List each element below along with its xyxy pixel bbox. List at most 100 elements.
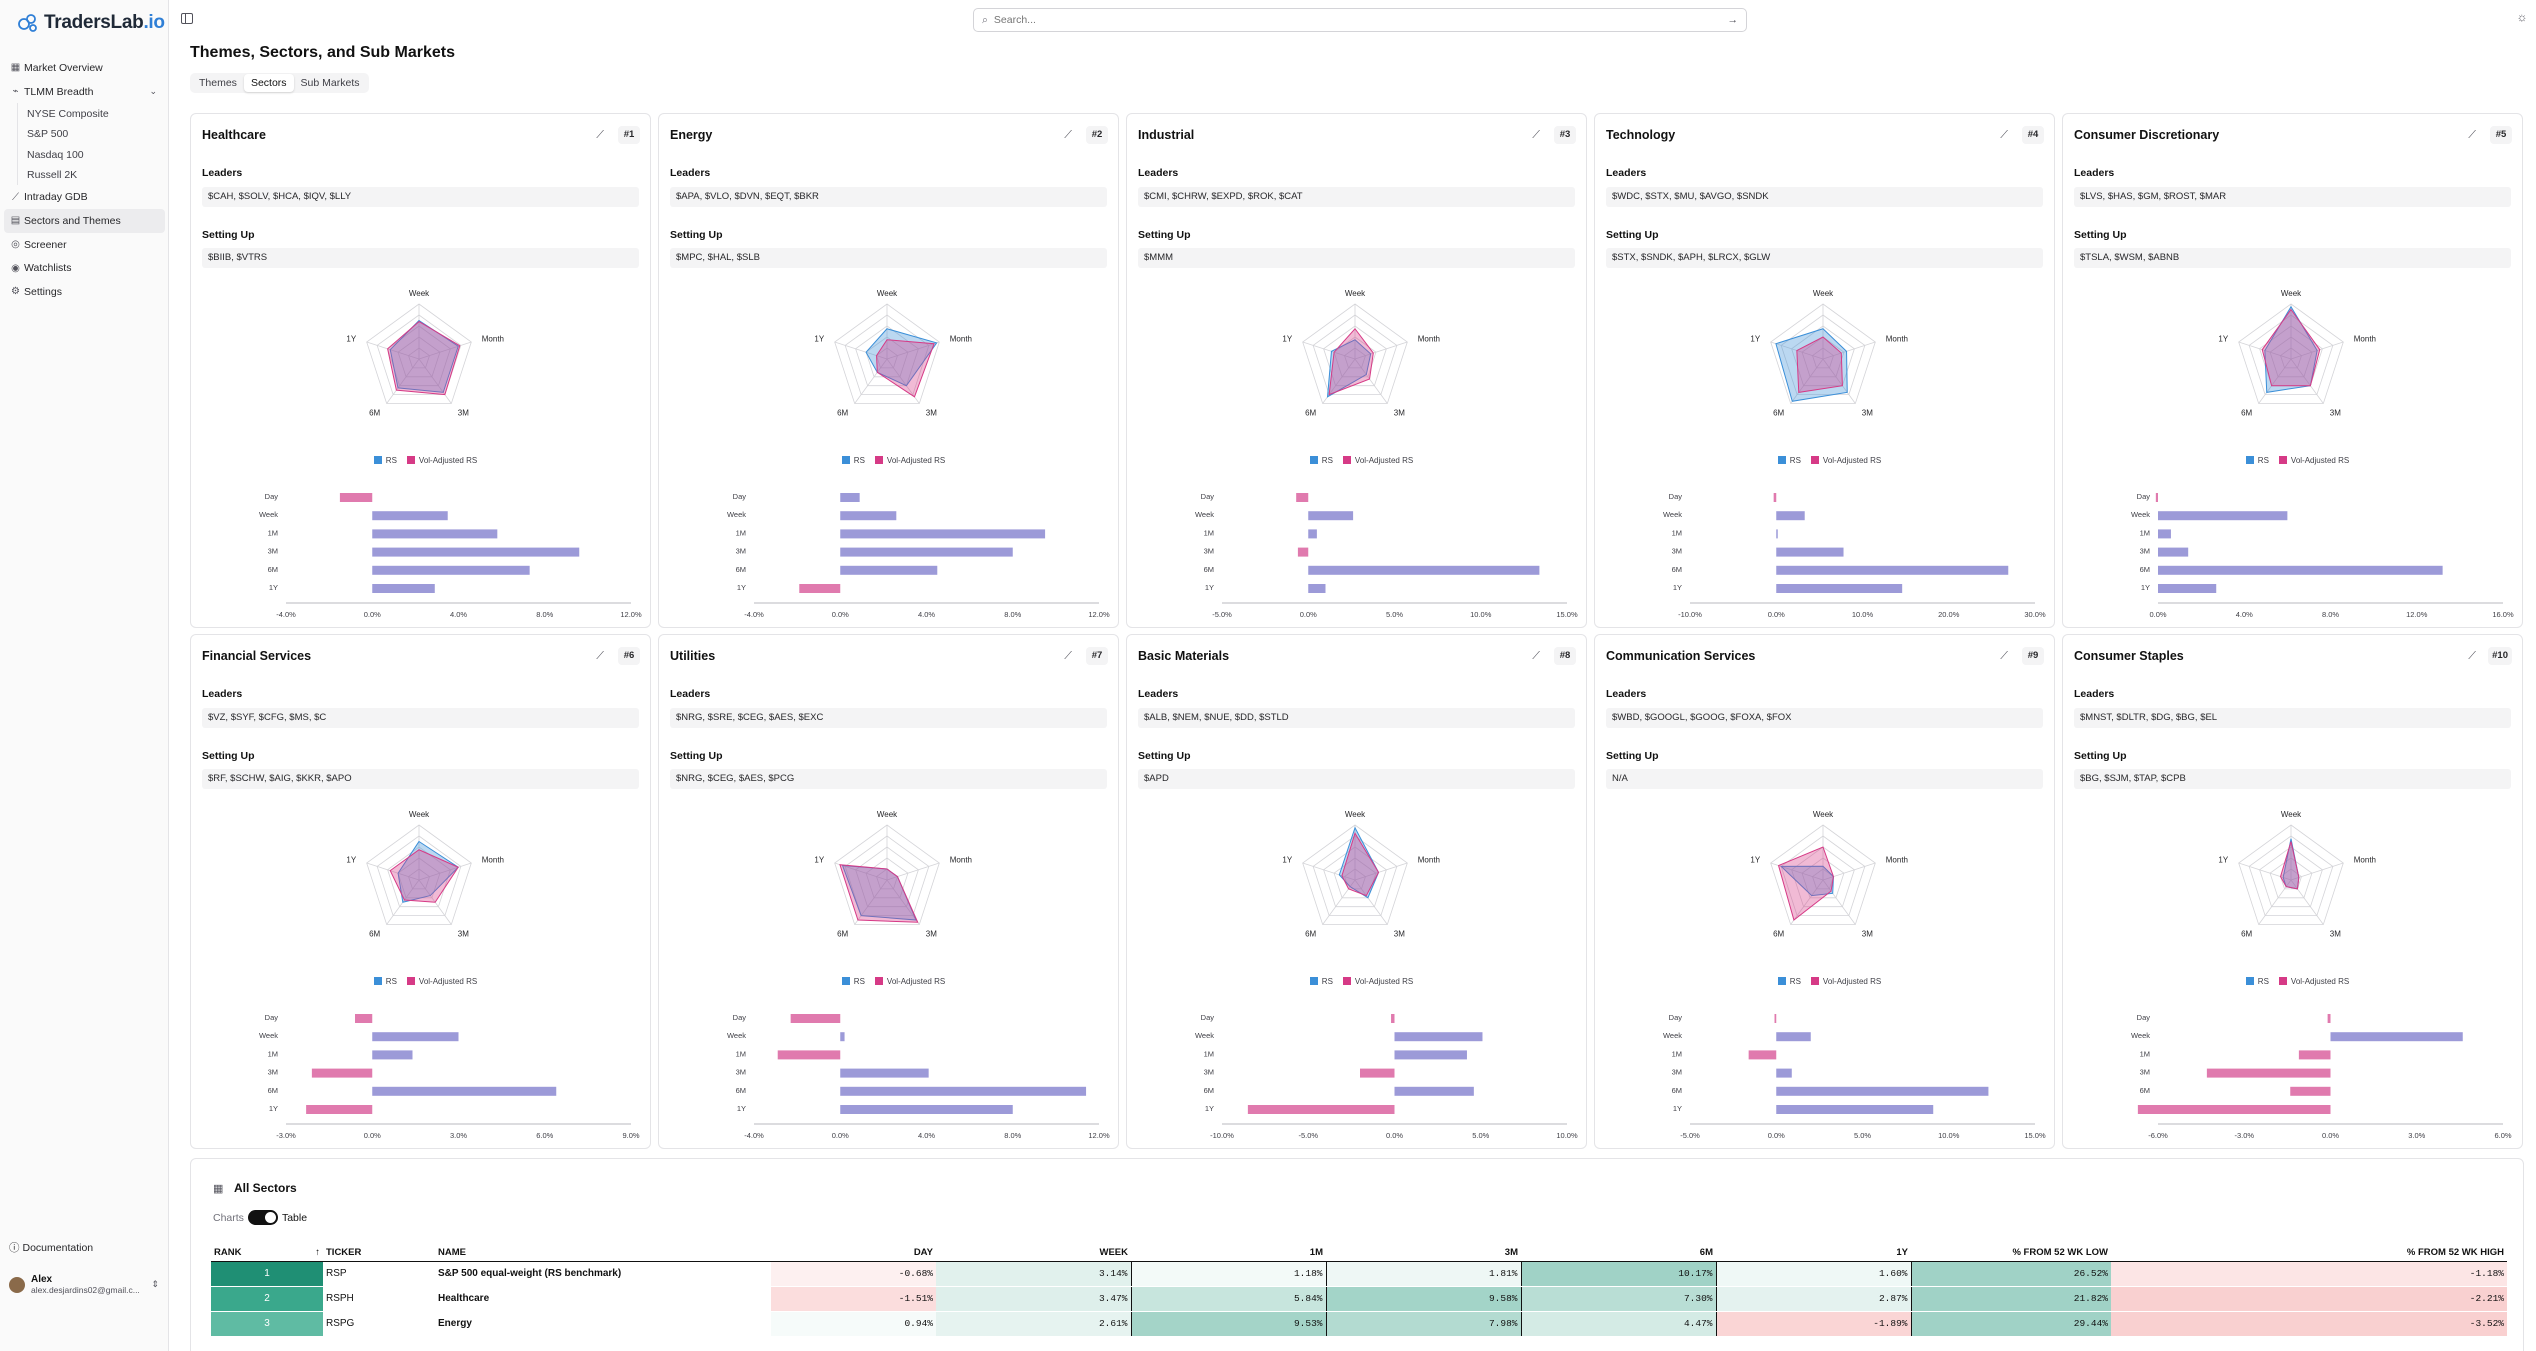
radar-axis-label: Week xyxy=(1345,810,1366,819)
col-1m[interactable]: 1M xyxy=(1131,1245,1326,1262)
bar-row-label: Week xyxy=(259,1031,278,1040)
setting-up-tickers: $MMM xyxy=(1138,248,1575,268)
app-logo[interactable]: TradersLab.io xyxy=(17,12,165,34)
x-tick-label: 3.0% xyxy=(450,1131,467,1140)
sidebar-item-watchlists[interactable]: ◉ Watchlists xyxy=(0,256,169,280)
bar-row-label: 6M xyxy=(268,565,278,574)
col-name[interactable]: NAME xyxy=(435,1245,771,1262)
help-icon: ⓘ xyxy=(9,1242,20,1254)
cell-m6: 7.30% xyxy=(1520,1286,1716,1312)
legend-rs-swatch xyxy=(373,456,382,464)
radar-axis-label: 3M xyxy=(926,929,937,938)
chart-icon[interactable]: ⟋ xyxy=(596,129,604,141)
bar-1m xyxy=(777,1050,841,1060)
x-tick-label: 15.0% xyxy=(1556,610,1578,619)
col-3m[interactable]: 3M xyxy=(1326,1245,1521,1262)
rank-badge: #1 xyxy=(618,126,640,144)
chart-icon[interactable]: ⟋ xyxy=(2468,650,2476,662)
col-from-52wk-high[interactable]: % FROM 52 WK HIGH xyxy=(2111,1245,2507,1262)
sidebar-subitem-russell2k[interactable]: Russell 2K xyxy=(27,169,78,182)
radar-series-vol-adjusted xyxy=(2279,841,2300,890)
radar-spoke xyxy=(1790,879,1824,925)
bar-1m xyxy=(1748,1050,1777,1060)
radar-axis-label: Week xyxy=(1813,289,1834,298)
radar-axis-label: Month xyxy=(482,856,504,865)
bar-1y xyxy=(306,1105,373,1114)
col-1y[interactable]: 1Y xyxy=(1716,1245,1911,1262)
col-from-52wk-low[interactable]: % FROM 52 WK LOW xyxy=(1911,1245,2111,1262)
search-box[interactable]: ⌕ → xyxy=(973,8,1747,32)
sidebar-toggle-icon[interactable] xyxy=(181,13,193,24)
radar-chart: Week Month 3M 6M 1Y xyxy=(1282,810,1440,938)
sector-card: Communication Services ⟋ #9 Leaders $WBD, $G… xyxy=(1594,634,2055,1149)
chart-line-icon: ⟋ xyxy=(12,191,19,203)
col-6m[interactable]: 6M xyxy=(1521,1245,1716,1262)
radar-series-rs xyxy=(2264,305,2318,393)
sidebar-item-market-overview[interactable]: ▦ Market Overview xyxy=(10,61,103,74)
sidebar-nav: ▦ Market Overview ⌁ TLMM Breadth ⌄ NYSE Com… xyxy=(0,56,169,304)
cell-m3: 7.98% xyxy=(1325,1311,1521,1337)
chart-icon[interactable]: ⟋ xyxy=(596,650,604,662)
radar-grid-ring xyxy=(876,347,898,369)
tab-sectors[interactable]: Sectors xyxy=(243,74,294,92)
chart-icon[interactable]: ⟋ xyxy=(2000,129,2008,141)
radar-spoke xyxy=(2258,358,2292,404)
sector-name: Utilities xyxy=(670,649,716,663)
radar-grid-ring xyxy=(376,835,462,916)
legend-vol-swatch xyxy=(874,977,883,985)
table-row[interactable]: 1 RSP S&P 500 equal-weight (RS benchmark) -… xyxy=(211,1261,2507,1287)
chart-icon[interactable]: ⟋ xyxy=(1532,650,1540,662)
x-tick-label: 0.0% xyxy=(364,610,381,619)
chart-icon[interactable]: ⟋ xyxy=(1064,129,1072,141)
radar-grid-ring xyxy=(2269,336,2313,378)
col-week[interactable]: WEEK xyxy=(936,1245,1131,1262)
col-rank[interactable]: RANK ↑ xyxy=(211,1245,323,1262)
setting-up-label: Setting Up xyxy=(2074,229,2127,241)
sidebar-item-sectors-and-themes[interactable]: ▤ Sectors and Themes xyxy=(4,209,165,233)
sidebar-subitem-nasdaq100[interactable]: Nasdaq 100 xyxy=(27,148,84,161)
x-tick-label: 0.0% xyxy=(1300,610,1317,619)
bar-row-label: Week xyxy=(1663,510,1682,519)
arrow-right-icon[interactable]: → xyxy=(1727,14,1739,26)
bar-6m xyxy=(1394,1086,1474,1096)
chart-icon[interactable]: ⟋ xyxy=(2000,650,2008,662)
bar-row-label: 6M xyxy=(1204,565,1214,574)
theme-toggle-icon[interactable]: ☼ xyxy=(2516,10,2528,24)
x-tick-label: 0.0% xyxy=(832,610,849,619)
setting-up-label: Setting Up xyxy=(1138,229,1191,241)
sidebar-item-tlmm-breadth[interactable]: ⌁ TLMM Breadth ⌄ xyxy=(0,80,169,104)
chevron-down-icon[interactable]: ⌄ xyxy=(149,86,157,97)
tab-sub-markets[interactable]: Sub Markets xyxy=(300,77,360,89)
chart-icon[interactable]: ⟋ xyxy=(1064,650,1072,662)
bar-1m xyxy=(2158,529,2171,539)
sidebar-subitem-sp500[interactable]: S&P 500 xyxy=(27,128,69,141)
col-ticker[interactable]: TICKER xyxy=(323,1245,435,1262)
user-menu[interactable]: Alex alex.desjardins02@gmail.c... ⇕ xyxy=(9,1274,159,1295)
bar-row-label: 6M xyxy=(268,1086,278,1095)
table-row[interactable]: 3 RSPG Energy 0.94% 2.61% 9.53% 7.98% 4.47% -1.8… xyxy=(211,1311,2507,1337)
table-header-row: RANK ↑ TICKER NAME DAY WEEK 1M 3M 6M 1Y … xyxy=(211,1245,2507,1262)
radar-axis-label: 1Y xyxy=(346,335,356,344)
search-input[interactable] xyxy=(993,14,1694,26)
tab-themes[interactable]: Themes xyxy=(199,77,237,89)
documentation-link[interactable]: ⓘ Documentation xyxy=(9,1241,94,1255)
sidebar-item-settings[interactable]: ⚙ Settings xyxy=(0,280,169,304)
x-tick-label: -4.0% xyxy=(276,610,296,619)
bar-row-label: 1M xyxy=(1204,1049,1214,1058)
cell-name: S&P 500 equal-weight (RS benchmark) xyxy=(435,1261,771,1287)
col-day[interactable]: DAY xyxy=(771,1245,936,1262)
legend-rs-label: RS xyxy=(2257,456,2269,465)
chart-icon[interactable]: ⟋ xyxy=(1532,129,1540,141)
chart-icon[interactable]: ⟋ xyxy=(2468,129,2476,141)
sidebar-subitem-nyse[interactable]: NYSE Composite xyxy=(27,107,109,120)
table-row[interactable]: 2 RSPH Healthcare -1.51% 3.47% 5.84% 9.58% 7.30… xyxy=(211,1286,2507,1312)
bar-row-label: 1Y xyxy=(1205,583,1214,592)
bar-row-label: Week xyxy=(2131,1031,2150,1040)
charts-table-switch[interactable] xyxy=(247,1210,278,1225)
x-tick-label: -6.0% xyxy=(2148,1131,2168,1140)
sidebar-item-screener[interactable]: ◎ Screener xyxy=(0,233,169,257)
radar-axis-label: Month xyxy=(1418,856,1440,865)
grid-icon: ▦ xyxy=(10,62,21,74)
sidebar-item-intraday-gdb[interactable]: ⟋ Intraday GDB xyxy=(0,185,169,209)
bar-row-label: 1Y xyxy=(269,1104,278,1113)
